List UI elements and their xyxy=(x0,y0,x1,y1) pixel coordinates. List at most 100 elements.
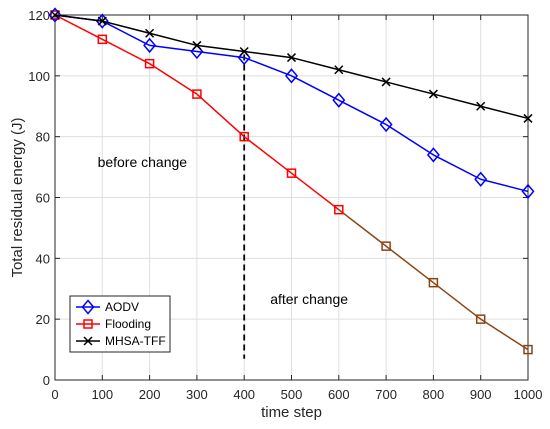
aodv-segment xyxy=(338,99,387,126)
marker-stroke xyxy=(286,53,297,63)
flooding-point xyxy=(192,89,202,99)
marker-stroke xyxy=(523,113,533,123)
y-tick-label: 60 xyxy=(36,191,50,206)
x-tick-label: 0 xyxy=(51,387,58,402)
mhsa-tff-segment xyxy=(54,14,103,22)
marker-stroke xyxy=(192,40,202,50)
annotation-text: after change xyxy=(270,291,348,307)
annotation-text: before change xyxy=(98,154,188,170)
flooding-point xyxy=(97,34,108,45)
marker-stroke xyxy=(145,28,155,38)
y-tick-label: 20 xyxy=(36,312,50,327)
aodv-segment xyxy=(385,123,434,156)
aodv-segment xyxy=(291,75,340,101)
legend-entry-aodv: AODV xyxy=(76,299,139,315)
aodv-point xyxy=(143,37,157,54)
y-tick-label: 80 xyxy=(36,130,50,145)
aodv-segment xyxy=(243,56,292,77)
aodv-point xyxy=(426,147,440,163)
flooding-segment xyxy=(338,209,387,247)
x-tick-label: 100 xyxy=(91,387,113,402)
flooding-point xyxy=(334,204,344,215)
mhsa-tff-point xyxy=(145,28,155,38)
mhsa-tff-segment xyxy=(102,20,150,34)
annotations: before change after change xyxy=(98,154,349,307)
y-axis-title: Total residual energy (J) xyxy=(9,117,26,277)
flooding-segment xyxy=(291,172,340,211)
mhsa-tff-segment xyxy=(291,56,339,71)
legend-label: MHSA-TFF xyxy=(105,334,166,348)
mhsa-tff-point xyxy=(239,46,249,57)
y-tick-label: 40 xyxy=(36,251,50,266)
aodv-point xyxy=(48,7,62,23)
aodv-point xyxy=(285,68,298,84)
x-tick-label: 900 xyxy=(470,387,492,402)
legend-marker xyxy=(83,336,93,346)
legend-entry-mhsa-tff: MHSA-TFF xyxy=(76,334,166,348)
aodv-point xyxy=(95,13,109,29)
marker-stroke xyxy=(334,65,344,75)
marker-stroke xyxy=(239,46,249,57)
mhsa-tff-point xyxy=(428,89,438,99)
mhsa-tff-point xyxy=(192,40,202,50)
legend-label: Flooding xyxy=(105,317,151,331)
aodv-segment xyxy=(480,178,529,193)
tick-labels: 0 100 200 300 400 500 600 700 800 900 1000 0 20 40 60 8… xyxy=(28,8,542,402)
marker-stroke xyxy=(97,16,107,26)
x-tick-label: 1000 xyxy=(514,387,543,402)
x-tick-label: 700 xyxy=(375,387,397,402)
flooding-segment xyxy=(54,14,103,41)
legend-marker xyxy=(81,299,95,315)
x-tick-label: 400 xyxy=(233,387,255,402)
flooding-point xyxy=(475,314,486,324)
aodv-point xyxy=(474,171,488,187)
flooding-point xyxy=(144,58,155,69)
flooding-point xyxy=(523,344,533,355)
aodv-point xyxy=(332,92,346,108)
flooding-segment xyxy=(149,63,198,95)
mhsa-tff-segment xyxy=(433,93,481,107)
flooding-point xyxy=(428,277,439,288)
legend: AODV Flooding MHSA-TFF xyxy=(69,295,171,353)
flooding-point xyxy=(239,131,249,142)
marker-stroke xyxy=(381,77,391,87)
flooding-segment xyxy=(101,38,150,65)
y-tick-label: 0 xyxy=(43,373,50,388)
y-tick-label: 100 xyxy=(28,69,50,84)
y-tick-label: 120 xyxy=(28,8,50,23)
aodv-point xyxy=(521,183,535,200)
x-axis-title: time step xyxy=(261,404,322,421)
x-tick-label: 300 xyxy=(186,387,208,402)
flooding-segment xyxy=(432,282,482,320)
mhsa-tff-point xyxy=(476,101,486,111)
flooding-point xyxy=(381,241,391,251)
mhsa-tff-segment xyxy=(244,50,292,59)
x-tick-label: 600 xyxy=(328,387,350,402)
data-series xyxy=(48,7,535,355)
aodv-segment xyxy=(101,20,150,47)
legend-label: AODV xyxy=(105,300,139,314)
mhsa-tff-segment xyxy=(480,105,529,120)
aodv-segment xyxy=(196,50,245,59)
flooding-segment xyxy=(196,93,245,138)
aodv-segment xyxy=(433,154,482,180)
flooding-segment xyxy=(480,318,529,351)
mhsa-tff-point xyxy=(381,77,391,87)
mhsa-tff-point xyxy=(286,53,297,63)
flooding-segment xyxy=(385,245,434,284)
marker-stroke xyxy=(476,101,486,111)
mhsa-tff-point xyxy=(50,10,60,20)
flooding-point xyxy=(286,168,297,178)
mhsa-tff-segment xyxy=(149,32,198,47)
aodv-segment xyxy=(149,44,197,53)
series-flooding xyxy=(50,10,533,355)
aodv-point xyxy=(379,116,393,133)
flooding-segment xyxy=(243,136,292,174)
mhsa-tff-point xyxy=(97,16,107,26)
marker-stroke xyxy=(50,10,60,20)
mhsa-tff-segment xyxy=(385,81,434,95)
series-mhsa-tff xyxy=(50,10,533,123)
